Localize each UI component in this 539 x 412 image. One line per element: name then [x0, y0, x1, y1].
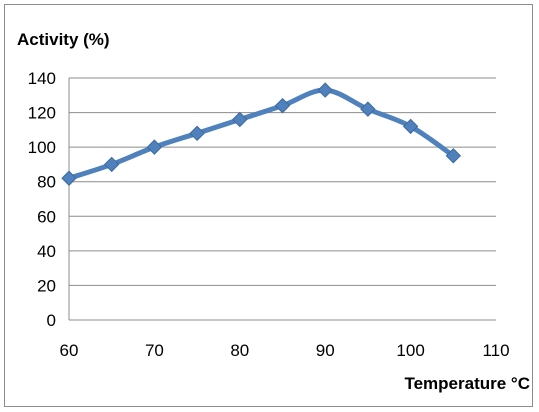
data-point-marker [146, 139, 163, 155]
x-tick-label: 60 [60, 341, 79, 360]
x-tick-label: 110 [482, 341, 509, 360]
data-point-marker [445, 148, 462, 164]
data-point-marker [61, 170, 77, 186]
y-tick-label: 120 [28, 104, 56, 123]
grid-layer [69, 77, 496, 321]
y-tick-label: 140 [28, 69, 56, 88]
data-point-marker [274, 97, 291, 114]
chart-frame [4, 4, 533, 407]
y-tick-label: 60 [37, 207, 56, 226]
data-point-marker [402, 118, 419, 135]
x-axis-title: Temperature °C [404, 374, 530, 393]
y-axis-title: Activity (%) [17, 30, 110, 49]
y-tick-label: 20 [37, 276, 56, 295]
data-point-marker [317, 82, 333, 98]
series-layer [61, 82, 462, 186]
x-tick-label: 100 [396, 341, 424, 360]
y-tick-label: 0 [47, 311, 56, 330]
y-tick-label: 100 [28, 138, 56, 157]
axis-layer: 0 20 40 60 80 100 120 140 60 70 80 90 100 110 [28, 69, 510, 360]
data-point-marker [189, 125, 205, 142]
data-point-marker [232, 111, 248, 128]
data-point-marker [360, 101, 376, 117]
y-tick-label: 80 [37, 173, 56, 192]
x-tick-label: 80 [230, 341, 249, 360]
x-tick-label: 70 [145, 341, 164, 360]
y-tick-label: 40 [37, 242, 56, 261]
data-point-marker [103, 156, 120, 173]
x-tick-label: 90 [316, 341, 335, 360]
series-line [66, 87, 456, 181]
